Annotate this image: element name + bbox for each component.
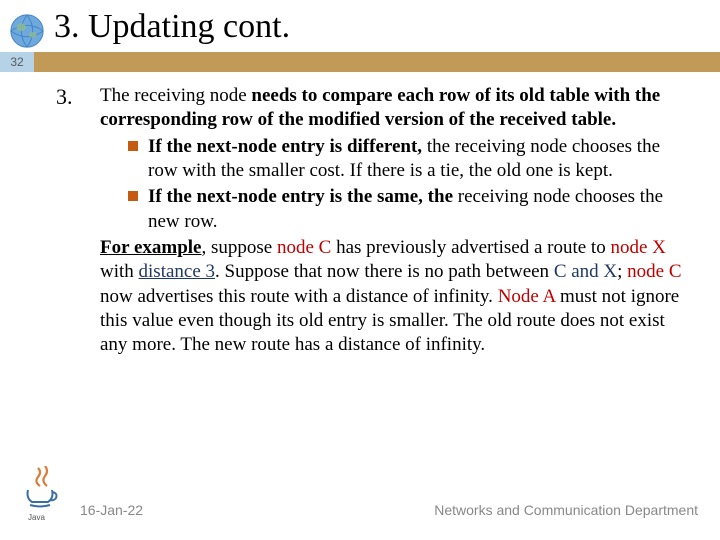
square-bullet-icon: [128, 191, 138, 201]
p3-nodeC1: node C: [277, 237, 336, 258]
sub-list: If the next-node entry is different, the…: [100, 135, 692, 234]
accent-bar-fill: [34, 52, 720, 72]
p3-b: has previously advertised a route to: [336, 237, 610, 258]
slide-header: 3. Updating cont.: [0, 0, 720, 52]
java-text: Java: [28, 513, 45, 522]
globe-icon: [8, 12, 46, 50]
p3-lead: For example: [100, 237, 202, 258]
accent-bar: 32: [0, 52, 720, 72]
slide-content: 3. The receiving node needs to compare e…: [0, 72, 720, 357]
p1-lead: The receiving node: [100, 85, 251, 106]
sub2-bold: If the next-node entry is the same, the: [148, 186, 458, 207]
p3-d: . Suppose that now there is no path betw…: [215, 261, 554, 282]
p3-CX: C and X: [554, 261, 617, 282]
p3-nodeX: node X: [610, 237, 665, 258]
p3-c: with: [100, 261, 139, 282]
java-logo-icon: Java: [22, 466, 62, 522]
list-body: The receiving node needs to compare each…: [100, 84, 692, 357]
footer-department: Networks and Communication Department: [434, 502, 698, 518]
p3-e: ;: [617, 261, 627, 282]
list-number: 3.: [56, 84, 73, 110]
slide-title: 3. Updating cont.: [54, 8, 720, 46]
sub-item-2: If the next-node entry is the same, the …: [128, 185, 692, 234]
p3-f: now advertises this route with a distanc…: [100, 286, 498, 307]
paragraph-example: For example, suppose node C has previous…: [100, 236, 692, 358]
p3-nodeA: Node A: [498, 286, 560, 307]
footer-date: 16-Jan-22: [80, 502, 143, 518]
sub-item-1: If the next-node entry is different, the…: [128, 135, 692, 184]
paragraph-intro: The receiving node needs to compare each…: [100, 84, 692, 133]
sub1-bold: If the next-node entry is different,: [148, 136, 427, 157]
p3-nodeC2: node C: [627, 261, 681, 282]
page-number: 32: [0, 52, 34, 72]
slide-footer: Java 16-Jan-22 Networks and Communicatio…: [0, 466, 720, 522]
p3-dist: distance 3: [139, 261, 216, 282]
p3-a: , suppose: [202, 237, 277, 258]
square-bullet-icon: [128, 141, 138, 151]
